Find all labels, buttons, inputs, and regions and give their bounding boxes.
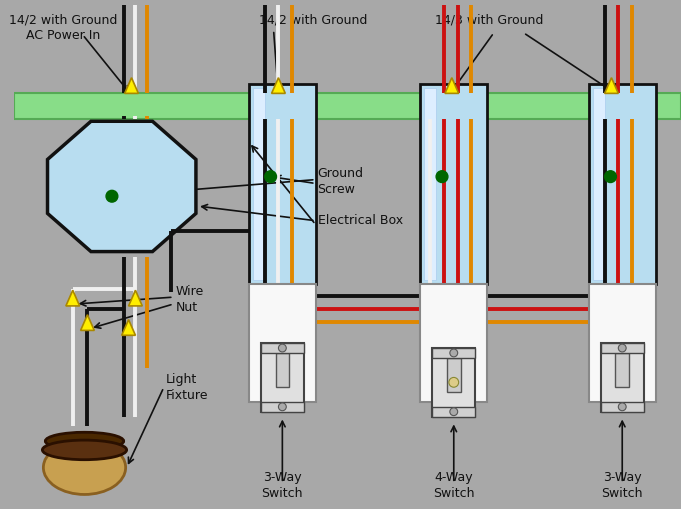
Circle shape (106, 190, 118, 202)
Bar (589, 285, 656, 402)
Bar (432, 348, 475, 358)
Bar (601, 343, 644, 412)
Bar (276, 353, 289, 387)
Bar (432, 407, 475, 416)
Text: 14/2 with Ground: 14/2 with Ground (259, 13, 367, 26)
Text: 3-Way
Switch: 3-Way Switch (262, 471, 303, 500)
Circle shape (265, 171, 276, 183)
Ellipse shape (44, 441, 125, 494)
Polygon shape (605, 78, 618, 93)
Bar (253, 88, 265, 280)
Circle shape (618, 403, 626, 411)
Polygon shape (80, 315, 94, 330)
Bar (420, 285, 487, 402)
Text: Wire
Nut: Wire Nut (176, 285, 204, 314)
Bar (616, 353, 629, 387)
Bar (261, 343, 304, 412)
Text: Light
Fixture: Light Fixture (165, 373, 208, 402)
Polygon shape (445, 78, 459, 93)
Bar (261, 343, 304, 353)
Circle shape (450, 408, 458, 416)
Bar (249, 285, 316, 402)
Bar (601, 402, 644, 412)
Polygon shape (122, 320, 136, 335)
Text: Electrical Box: Electrical Box (317, 214, 402, 227)
Bar (447, 358, 460, 392)
Polygon shape (48, 121, 196, 251)
Polygon shape (272, 78, 285, 93)
Circle shape (618, 344, 626, 352)
Bar (14, 93, 681, 119)
Bar (432, 348, 475, 416)
Text: 14/2 with Ground
AC Power In: 14/2 with Ground AC Power In (9, 13, 117, 42)
Bar (424, 88, 436, 280)
Bar (589, 83, 656, 285)
Circle shape (436, 171, 448, 183)
Text: 14/3 with Ground: 14/3 with Ground (435, 13, 543, 26)
Circle shape (279, 403, 286, 411)
Polygon shape (125, 78, 138, 93)
Bar (593, 88, 605, 280)
Polygon shape (129, 290, 142, 306)
Circle shape (449, 377, 459, 387)
Bar (249, 83, 316, 285)
Bar (261, 402, 304, 412)
Circle shape (279, 344, 286, 352)
Text: 4-Way
Switch: 4-Way Switch (433, 471, 475, 500)
Text: 3-Way
Switch: 3-Way Switch (601, 471, 643, 500)
Polygon shape (66, 290, 80, 306)
Ellipse shape (42, 440, 127, 460)
Circle shape (605, 171, 616, 183)
Circle shape (450, 349, 458, 357)
Ellipse shape (46, 432, 124, 450)
Bar (420, 83, 487, 285)
Text: Ground
Screw: Ground Screw (317, 167, 364, 196)
Bar (601, 343, 644, 353)
